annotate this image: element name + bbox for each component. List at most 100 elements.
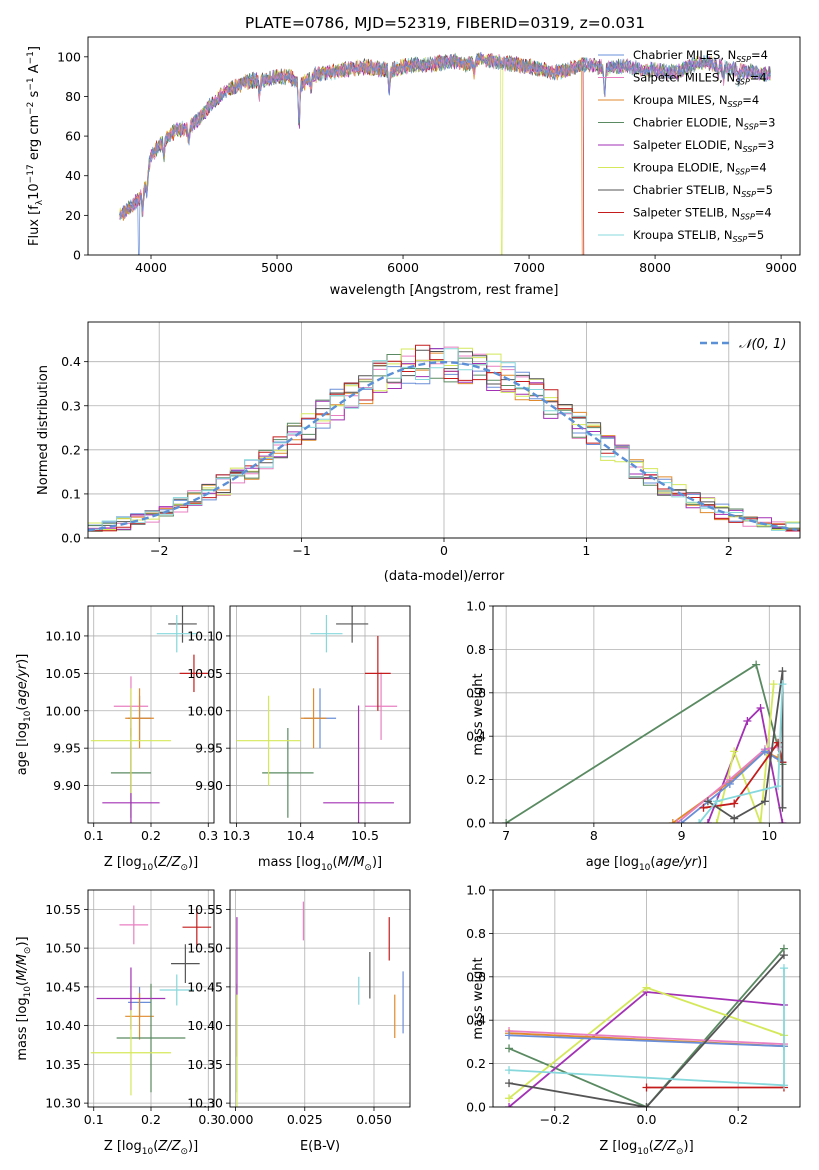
- mass_vs_ebv-ytick-label: 10.30: [187, 1096, 223, 1111]
- mass_weight_vs_Z-xlabel-part: ⊙: [676, 1147, 684, 1157]
- mass_vs_Z-ylabel: mass [log10​(M/M⊙​)]: [15, 936, 33, 1060]
- legend-ssp-subscript: SSP: [744, 123, 759, 132]
- spectrum-ytick-label: 80: [65, 89, 81, 104]
- legend-nssp-value: =5: [747, 228, 764, 242]
- age_vs_mass-xtick-label: 10.4: [287, 828, 315, 843]
- mass_vs_Z-ytick-label: 10.40: [45, 1018, 81, 1033]
- mass_weight_vs_Z-marker: [505, 1094, 514, 1103]
- age_vs_Z-ytick-label: 10.10: [45, 628, 81, 643]
- residuals-ytick-label: 0.1: [61, 486, 81, 501]
- age_vs_Z-xlabel-part: (: [153, 855, 158, 870]
- mass_weight_vs_Z-marker: [642, 983, 651, 992]
- spectrum-line-2: [119, 52, 583, 255]
- legend-label-1: Salpeter MILES, NSSP=4: [633, 71, 767, 87]
- residual-histogram-8: [88, 348, 800, 531]
- mass_weight_vs_age-marker: [712, 797, 721, 806]
- mass_weight_vs_age-line-0: [505, 663, 784, 823]
- mass_weight_vs_Z-ytick-label: 0.0: [466, 1100, 486, 1115]
- age_vs_mass-ytick-label: 9.95: [195, 741, 223, 756]
- age_vs_Z-xtick-label: 0.2: [141, 828, 161, 843]
- spectrum-ylabel-part: −17: [26, 164, 36, 183]
- legend-label-2: Kroupa MILES, NSSP=4: [633, 93, 759, 109]
- spectrum-ytick-label: 20: [65, 208, 81, 223]
- mass_weight_vs_age-xlabel-part: age/yr: [655, 855, 698, 870]
- legend-nssp-value: =3: [757, 138, 774, 152]
- mass_weight_vs_age-ytick-label: 0.8: [466, 642, 486, 657]
- gaussian-curve: [88, 361, 798, 532]
- legend-label-0: Chabrier MILES, NSSP=4: [633, 48, 768, 64]
- mass_vs_Z-point-6: [171, 944, 200, 983]
- age_vs_mass-ytick-label: 10.10: [187, 628, 223, 643]
- spectrum-ytick-label: 0: [73, 248, 81, 263]
- age_vs_Z-xtick-label: 0.3: [198, 828, 218, 843]
- age_vs_mass-ytick-label: 10.00: [187, 703, 223, 718]
- spectrum-xtick-label: 7000: [513, 260, 545, 275]
- figure-title: PLATE=0786, MJD=52319, FIBERID=0319, z=0…: [245, 14, 645, 32]
- mass_vs_ebv-ytick-label: 10.45: [187, 979, 223, 994]
- mass_weight_vs_Z-marker: [779, 1081, 788, 1090]
- age_vs_mass-point-8: [310, 614, 343, 653]
- legend-model-name: Kroupa STELIB, N: [633, 228, 733, 242]
- legend-label-7: Salpeter STELIB, NSSP=4: [633, 206, 772, 222]
- mass_weight_vs_age-xlabel-part: )]: [697, 855, 707, 870]
- residuals-panel: −2 −1 0 1 2 0.0 0.1 0.2 0.3 0.4 𝒩(0, 1) (data-model…: [36, 321, 801, 584]
- mass_weight_vs_Z-ytick-label: 0.4: [466, 1013, 486, 1028]
- mass_weight_vs_age-line-1: [707, 706, 784, 823]
- legend-ssp-subscript: SSP: [728, 100, 743, 109]
- age_vs_Z-point-2: [125, 688, 154, 749]
- mass_weight_vs_Z-ytick-label: 0.6: [466, 969, 486, 984]
- mass_weight_vs_Z-xlabel-part: Z/Z: [653, 1139, 677, 1154]
- mass_vs_Z-xlabel-part: 10: [142, 1147, 154, 1157]
- legend-model-name: Chabrier ELODIE, N: [633, 116, 744, 130]
- mass_vs_Z-ytick-label: 10.55: [45, 902, 81, 917]
- age_vs_mass-xtick-label: 10.3: [223, 828, 251, 843]
- gaussian-legend-label: 𝒩(0, 1): [739, 337, 786, 352]
- mass_vs_Z-ytick-label: 10.50: [45, 941, 81, 956]
- residuals-xlabel: (data-model)/error: [384, 569, 505, 584]
- mass_weight_vs_age-marker: [668, 819, 677, 823]
- legend-nssp-value: =3: [759, 116, 776, 130]
- mass_weight_vs_age-marker: [778, 667, 787, 676]
- mass_weight_vs_age-xlabel-part: age [log: [586, 855, 639, 870]
- age_vs_mass-point-6: [336, 606, 369, 643]
- mass_vs_Z-ylabel-part: 10: [23, 986, 33, 998]
- mass_vs_ebv-xtick-label: 0.000: [218, 1112, 254, 1127]
- spectrum-xtick-label: 5000: [261, 260, 293, 275]
- mass_weight_vs_age-marker: [699, 803, 708, 812]
- mass_vs_Z-xlabel-part: Z/Z: [157, 1139, 181, 1154]
- mass_weight_vs_age-marker: [774, 782, 783, 791]
- age_vs_Z-point-8: [156, 614, 197, 653]
- mass_weight_vs_age-marker: [778, 803, 787, 812]
- legend-model-name: Chabrier MILES, N: [633, 48, 736, 62]
- mass_weight_vs_age-marker: [673, 819, 682, 823]
- age_vs_Z-xlabel-part: )]: [188, 855, 198, 870]
- age_vs_Z-xlabel: Z [log10​(Z/Z⊙​)]: [104, 855, 198, 873]
- spectrum-ytick-label: 100: [57, 49, 81, 64]
- age_vs_Z-ylabel-part: )]: [15, 654, 30, 664]
- legend-ssp-subscript: SSP: [736, 55, 751, 64]
- age_vs_mass-xlabel: mass [log10​(M/M⊙​)]: [258, 855, 382, 873]
- mass_vs_Z-ylabel-part: (: [15, 981, 30, 986]
- age_vs_Z-ytick-label: 9.95: [53, 741, 81, 756]
- mass_weight_vs_Z-line-5: [508, 1034, 785, 1048]
- mass_weight_vs_Z-xlabel-part: (: [649, 1139, 654, 1154]
- mass_weight_vs_Z-ytick-label: 0.8: [466, 926, 486, 941]
- legend-ssp-subscript: SSP: [735, 78, 750, 87]
- legend-label-3: Chabrier ELODIE, NSSP=3: [633, 116, 775, 132]
- mass_vs_ebv-frame: [229, 889, 411, 1108]
- mass_weight_vs_age-xlabel-part: 10: [639, 863, 651, 873]
- spectrum-frame: [87, 36, 801, 256]
- age_vs_Z-point-6: [168, 606, 197, 643]
- mass_vs_Z-plot-area: [90, 905, 212, 1096]
- residuals-xtick-label: 0: [440, 543, 448, 558]
- mass_vs_Z-ylabel-part: ⊙: [23, 947, 33, 955]
- legend-nssp-value: =4: [750, 71, 767, 85]
- age_vs_Z-xlabel-part: 10: [142, 863, 154, 873]
- spectrum-xlabel: wavelength [Angstrom, rest frame]: [330, 283, 559, 298]
- mass_weight_vs_age-plot-area: [502, 660, 787, 823]
- legend-ssp-subscript: SSP: [741, 190, 756, 199]
- age_vs_mass-panel: 10.3 10.4 10.5 9.90 9.95 10.00 10.05 10.10 mass …: [187, 605, 411, 873]
- age_vs_Z-ylabel-part: age/yr: [15, 662, 30, 705]
- age_vs_mass-xlabel-part: 10: [321, 863, 333, 873]
